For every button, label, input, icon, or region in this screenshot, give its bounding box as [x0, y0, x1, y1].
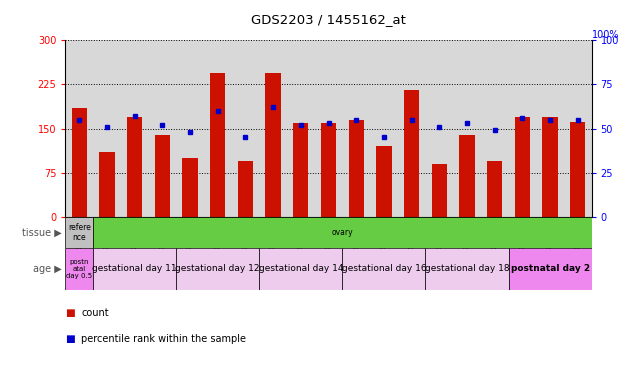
Text: gestational day 18: gestational day 18 — [425, 264, 510, 273]
Text: age ▶: age ▶ — [33, 264, 62, 274]
Text: ■: ■ — [65, 334, 75, 344]
Text: gestational day 12: gestational day 12 — [176, 264, 260, 273]
Bar — [259, 248, 342, 290]
Text: ■: ■ — [65, 308, 75, 318]
Bar — [570, 122, 585, 217]
Text: count: count — [81, 308, 109, 318]
Bar — [515, 117, 530, 217]
Bar — [487, 161, 503, 217]
Bar — [65, 217, 93, 248]
Text: gestational day 14: gestational day 14 — [258, 264, 343, 273]
Text: postnatal day 2: postnatal day 2 — [510, 264, 590, 273]
Text: gestational day 16: gestational day 16 — [342, 264, 426, 273]
Bar — [431, 164, 447, 217]
Text: gestational day 11: gestational day 11 — [92, 264, 177, 273]
Bar — [426, 248, 508, 290]
Bar — [99, 152, 115, 217]
Text: postn
atal
day 0.5: postn atal day 0.5 — [66, 259, 92, 279]
Text: GDS2203 / 1455162_at: GDS2203 / 1455162_at — [251, 13, 406, 26]
Text: refere
nce: refere nce — [68, 223, 90, 242]
Bar — [542, 117, 558, 217]
Bar — [65, 248, 93, 290]
Bar — [238, 161, 253, 217]
Bar — [265, 73, 281, 217]
Text: percentile rank within the sample: percentile rank within the sample — [81, 334, 246, 344]
Bar — [93, 248, 176, 290]
Bar — [460, 134, 474, 217]
Bar — [349, 120, 364, 217]
Text: ovary: ovary — [331, 228, 353, 237]
Text: 100%: 100% — [592, 30, 619, 40]
Bar — [210, 73, 226, 217]
Bar — [321, 123, 336, 217]
Text: tissue ▶: tissue ▶ — [22, 227, 62, 237]
Bar — [154, 134, 170, 217]
Bar — [183, 158, 197, 217]
Bar — [293, 123, 308, 217]
Bar — [127, 117, 142, 217]
Bar — [342, 248, 426, 290]
Bar — [508, 248, 592, 290]
Bar — [72, 108, 87, 217]
Bar — [404, 90, 419, 217]
Bar — [376, 146, 392, 217]
Bar — [176, 248, 259, 290]
